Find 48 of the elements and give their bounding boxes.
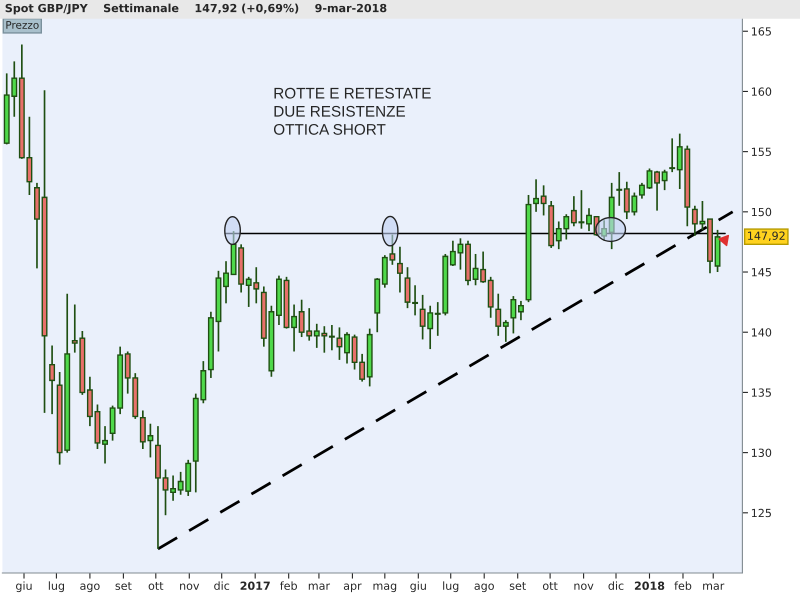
x-tick-label: apr bbox=[344, 584, 362, 592]
y-tick-label: 145 bbox=[752, 268, 771, 276]
x-tick-label: mag bbox=[373, 584, 396, 592]
x-tick-label: feb bbox=[280, 581, 297, 590]
x-tick-label: ott bbox=[542, 582, 558, 590]
x-tick-label: lug bbox=[443, 581, 458, 592]
candlestick bbox=[676, 132, 683, 190]
x-tick-label: 2017 bbox=[240, 582, 270, 590]
candlestick bbox=[556, 220, 562, 250]
candlestick bbox=[616, 171, 622, 207]
candlestick bbox=[396, 246, 403, 294]
candlestick bbox=[669, 138, 676, 173]
x-tick-label: giu bbox=[410, 581, 426, 592]
x-tick-label: dic bbox=[608, 581, 624, 590]
annotation: Prezzo bbox=[6, 21, 39, 29]
candlestick bbox=[11, 60, 18, 118]
x-tick-label: nov bbox=[180, 584, 200, 590]
x-tick-label: 2018 bbox=[634, 582, 664, 590]
text: 147,92 bbox=[748, 231, 785, 242]
annotation: ROTTE E RETESTATE DUE RESISTENZE OTTICA SHORT bbox=[274, 88, 431, 135]
y-tick-label: 140 bbox=[752, 328, 772, 337]
x-tick-label: lug bbox=[48, 581, 64, 592]
candlestick bbox=[314, 322, 320, 349]
y-tick-label: 125 bbox=[752, 508, 771, 518]
y-tick-label: 160 bbox=[752, 87, 772, 96]
y-tick-label: 150 bbox=[752, 208, 772, 216]
candlestick bbox=[434, 301, 441, 337]
y-tick-label: 135 bbox=[752, 388, 771, 397]
candlestick bbox=[495, 292, 502, 337]
y-tick-label: 155 bbox=[752, 148, 771, 156]
x-tick-label: ott bbox=[148, 582, 164, 590]
candlestick bbox=[502, 319, 509, 343]
y-tick-label: 130 bbox=[752, 448, 772, 457]
x-tick-label: giu bbox=[16, 581, 32, 592]
x-tick-label: set bbox=[510, 582, 526, 590]
candlestick bbox=[72, 304, 78, 354]
candlestick bbox=[253, 266, 260, 304]
chart-title: Spot GBP/JPY Settimanale 147,92 (+0,69%) 9-mar-2018 bbox=[6, 4, 386, 14]
x-tick-label: nov bbox=[574, 584, 594, 590]
x-tick-label: ago bbox=[474, 584, 494, 592]
x-tick-label: set bbox=[116, 582, 132, 590]
x-tick-label: mar bbox=[703, 584, 724, 590]
x-tick-label: feb bbox=[674, 581, 692, 590]
x-tick-label: mar bbox=[308, 584, 330, 590]
candlestick bbox=[49, 344, 56, 415]
y-tick-label: 165 bbox=[752, 27, 771, 36]
x-tick-label: ago bbox=[80, 584, 100, 592]
x-tick-label: dic bbox=[214, 581, 230, 590]
